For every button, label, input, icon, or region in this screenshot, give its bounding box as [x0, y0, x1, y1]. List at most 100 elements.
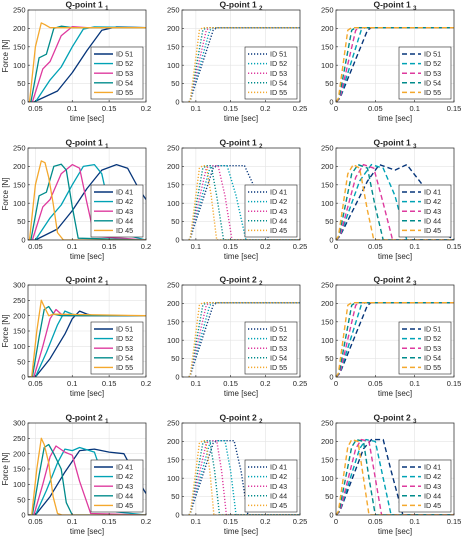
x-tick-label: 0.05 — [28, 517, 43, 526]
y-tick-label: 200 — [321, 299, 334, 308]
chart-title-main: Q-point 2 — [65, 275, 105, 285]
legend-label: ID 51 — [270, 50, 287, 59]
y-tick-label: 50 — [17, 495, 25, 504]
x-tick-label: 0.25 — [293, 104, 308, 113]
chart-title-subscript: 1 — [105, 6, 109, 12]
y-tick-label: 100 — [167, 199, 180, 208]
x-tick-label: 0.15 — [223, 104, 238, 113]
legend-label: ID 43 — [270, 482, 287, 491]
chart-title: Q-point 1 1 — [65, 0, 109, 12]
series-group — [336, 438, 454, 515]
series-line-id-52 — [188, 302, 300, 377]
legend-label: ID 52 — [424, 59, 441, 68]
axes-box — [181, 422, 301, 516]
legend-box — [398, 184, 452, 238]
chart-title-subscript: 1 — [105, 144, 109, 150]
x-tick-label: 0.1 — [409, 379, 419, 388]
axes-box — [335, 422, 455, 516]
y-tick-label: 0 — [329, 98, 333, 107]
legend-label: ID 51 — [116, 325, 133, 334]
y-tick-label: 250 — [321, 6, 334, 15]
legend-label: ID 41 — [424, 463, 441, 472]
x-tick-label: 0.25 — [293, 379, 308, 388]
legend-label: ID 43 — [116, 482, 133, 491]
legend-label: ID 55 — [424, 363, 441, 372]
y-tick-label: 50 — [171, 79, 179, 88]
y-tick-label: 0 — [21, 373, 25, 382]
x-tick-label: 0.05 — [368, 104, 383, 113]
y-tick-label: 250 — [167, 6, 180, 15]
chart-title: Q-point 1 3 — [373, 0, 417, 12]
legend-label: ID 45 — [270, 501, 287, 510]
x-tick-label: 0.15 — [102, 242, 117, 251]
y-tick-label: 50 — [17, 79, 25, 88]
chart-title: Q-point 2 3 — [373, 275, 417, 288]
chart-panel-7: 0.1 0.15 0.2 0.25 0 50 100 150 200 250 Q-point 2 2… — [167, 275, 307, 399]
y-tick-label: 50 — [171, 217, 179, 226]
series-line-id-51 — [188, 27, 300, 102]
chart-title: Q-point 1 3 — [373, 138, 417, 151]
chart-title-subscript: 3 — [413, 281, 417, 287]
series-line-id-44 — [28, 443, 146, 515]
y-tick-label: 200 — [13, 162, 26, 171]
y-tick-label: 250 — [13, 296, 26, 305]
chart-title-subscript: 2 — [259, 6, 263, 12]
y-tick-label: 200 — [167, 24, 180, 33]
y-tick-label: 200 — [167, 299, 180, 308]
chart-title-subscript: 1 — [105, 419, 109, 425]
axes-box — [181, 284, 301, 378]
y-tick-label: 0 — [21, 236, 25, 245]
y-tick-label: 250 — [321, 419, 334, 428]
y-tick-label: 150 — [13, 180, 26, 189]
y-tick-label: 50 — [171, 492, 179, 501]
chart-panel-3: 0.05 0.1 0.15 0.2 0 50 100 150 200 250 Q-point 1 1… — [1, 138, 151, 262]
x-tick-label: 0.1 — [67, 242, 77, 251]
chart-title: Q-point 1 2 — [219, 0, 263, 12]
series-line-id-45 — [28, 160, 146, 240]
axes-box — [335, 147, 455, 241]
legend-label: ID 54 — [116, 353, 133, 362]
legend-label: ID 42 — [270, 472, 287, 481]
y-axis-label: Force [N] — [1, 178, 10, 211]
x-tick-label: 0.05 — [368, 517, 383, 526]
x-tick-label: 0.05 — [368, 379, 383, 388]
x-tick-label: 0.1 — [191, 242, 201, 251]
legend-label: ID 42 — [116, 472, 133, 481]
legend-label: ID 43 — [424, 482, 441, 491]
chart-title-main: Q-point 2 — [373, 413, 413, 423]
series-line-id-42 — [188, 164, 300, 240]
legend-label: ID 51 — [116, 50, 133, 59]
x-tick-label: 0.1 — [67, 379, 77, 388]
series-line-id-52 — [188, 27, 300, 102]
x-tick-label: 0.1 — [191, 104, 201, 113]
legend-label: ID 53 — [424, 344, 441, 353]
x-tick-label: 0.2 — [260, 242, 270, 251]
chart-panel-2: 0 0.05 0.1 0.15 0 50 100 150 200 250 Q-point 1 3 ti… — [321, 0, 461, 123]
chart-title-main: Q-point 2 — [373, 275, 413, 285]
legend-label: ID 44 — [424, 216, 441, 225]
series-line-id-45 — [188, 440, 300, 515]
legend-label: ID 54 — [270, 78, 287, 87]
chart-title-main: Q-point 2 — [219, 275, 259, 285]
y-axis-label: Force [N] — [1, 453, 10, 486]
y-tick-label: 150 — [321, 180, 334, 189]
chart-title-main: Q-point 1 — [219, 0, 259, 10]
y-tick-label: 200 — [321, 24, 334, 33]
y-tick-label: 100 — [321, 336, 334, 345]
legend-label: ID 55 — [270, 363, 287, 372]
chart-title: Q-point 2 1 — [65, 413, 109, 426]
y-tick-label: 250 — [13, 144, 26, 153]
legend-label: ID 55 — [424, 88, 441, 97]
x-tick-label: 0.15 — [102, 104, 117, 113]
x-axis-label: time [sec] — [224, 527, 258, 536]
x-tick-label: 0.2 — [141, 517, 151, 526]
legend-label: ID 44 — [116, 216, 133, 225]
chart-title-subscript: 1 — [105, 281, 109, 287]
x-axis-label: time [sec] — [378, 252, 412, 261]
series-group — [28, 299, 146, 377]
legend-label: ID 52 — [424, 334, 441, 343]
legend-label: ID 44 — [116, 491, 133, 500]
